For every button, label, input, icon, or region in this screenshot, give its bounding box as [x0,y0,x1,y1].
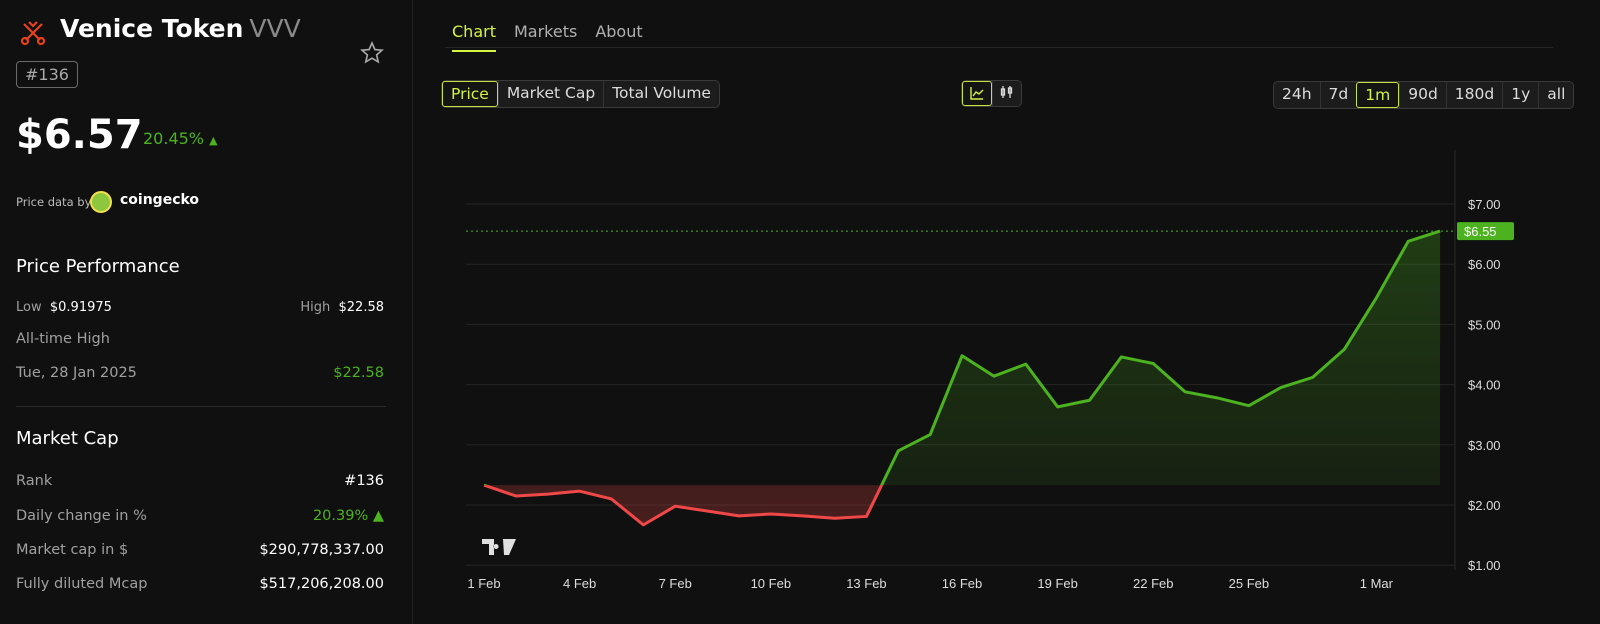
stat-label: Rank [16,473,53,489]
high-label: High [300,300,331,315]
x-tick-label: 1 Feb [467,576,500,591]
y-tick-label: $7.00 [1468,197,1501,212]
tab-divider [445,47,1553,48]
coingecko-label[interactable]: coingecko [120,192,200,208]
candlestick-icon [1000,86,1013,98]
market-cap-button[interactable]: Market Cap [497,81,603,107]
x-tick-label: 4 Feb [563,576,596,591]
stat-row-daily-change: Daily change in % 20.39% ▲ [16,508,384,524]
tab-about[interactable]: About [595,22,643,41]
range-button-1m[interactable]: 1m [1356,82,1400,108]
token-title: Venice Token VVV [60,14,301,43]
stat-value: $290,778,337.00 [259,542,384,558]
ath-row: Tue, 28 Jan 2025 $22.58 [16,365,384,381]
y-tick-label: $6.00 [1468,257,1501,272]
x-tick-label: 19 Feb [1037,576,1077,591]
low-value: $0.91975 [49,300,112,315]
coingecko-logo-icon [90,191,112,213]
price-change: 20.45% ▲ [143,129,218,148]
metric-selector: Price Market Cap Total Volume [441,80,720,108]
coin-info-panel: Venice Token VVV #136 $6.57 20.45% ▲ Pric… [0,0,413,624]
ath-date: Tue, 28 Jan 2025 [16,365,137,381]
tab-markets[interactable]: Markets [513,22,578,41]
stat-value: 20.39% ▲ [312,508,384,524]
high-stat: High $22.58 [300,300,384,315]
stat-label: Daily change in % [16,508,147,524]
range-selector: 24h 7d 1m 90d 180d 1y all [1273,81,1575,109]
x-tick-label: 1 Mar [1360,576,1394,591]
current-price-label: $6.55 [1464,224,1497,239]
stat-label: Market cap in $ [16,542,129,558]
price-performance-title: Price Performance [16,256,180,277]
high-value: $22.58 [338,300,385,315]
price-line-up [484,229,1441,486]
stat-row-rank: Rank #136 [16,473,384,489]
market-cap-title: Market Cap [16,428,119,449]
stat-value: #136 [344,473,384,489]
price-change-value: 20.45% [143,129,205,148]
x-tick-label: 22 Feb [1133,576,1173,591]
y-tick-label: $4.00 [1468,378,1501,393]
area-fill-up [484,231,1441,486]
venice-logo-icon [20,21,46,46]
range-button-1y[interactable]: 1y [1502,82,1538,108]
current-price: $6.57 [16,112,143,158]
range-button-180d[interactable]: 180d [1445,82,1502,108]
x-tick-label: 13 Feb [846,576,886,591]
candlestick-chart-button[interactable] [992,81,1021,106]
price-button[interactable]: Price [442,81,498,107]
range-button-24h[interactable]: 24h [1282,85,1312,103]
main-tabs: Chart Markets About [452,22,643,52]
token-symbol: VVV [249,14,301,43]
token-name: Venice Token [60,14,244,43]
up-arrow-icon: ▲ [209,134,218,147]
range-button-7d[interactable]: 7d [1319,82,1357,108]
stat-row-market-cap: Market cap in $ $290,778,337.00 [16,542,384,558]
stat-label: Fully diluted Mcap [16,576,148,592]
ath-label: All-time High [16,331,110,347]
total-volume-button[interactable]: Total Volume [603,81,719,107]
low-stat: Low $0.91975 [16,300,112,315]
low-label: Low [16,300,42,315]
ath-value: $22.58 [333,365,384,381]
current-price-badge [1457,222,1514,241]
x-tick-label: 16 Feb [942,576,982,591]
tab-chart[interactable]: Chart [452,22,496,52]
area-fill-down [484,485,882,525]
divider [16,406,386,407]
price-line-down [483,485,884,527]
star-icon[interactable] [360,41,384,65]
rank-badge: #136 [16,61,78,88]
y-tick-label: $1.00 [1468,558,1501,573]
line-chart-button[interactable] [962,81,992,106]
x-tick-label: 10 Feb [751,576,791,591]
y-tick-label: $3.00 [1468,438,1501,453]
y-tick-label: $5.00 [1468,317,1501,332]
range-button-90d[interactable]: 90d [1399,82,1446,108]
tradingview-logo-icon [482,539,516,555]
x-tick-label: 25 Feb [1229,576,1269,591]
x-tick-label: 7 Feb [659,576,692,591]
y-tick-label: $2.00 [1468,498,1501,513]
price-data-by-label: Price data by [16,195,92,209]
chart-type-selector [961,80,1022,107]
line-chart-icon [970,87,984,100]
stat-row-fdv: Fully diluted Mcap $517,206,208.00 [16,576,384,592]
range-button-all[interactable]: all [1538,82,1573,108]
stat-value: $517,206,208.00 [259,576,384,592]
